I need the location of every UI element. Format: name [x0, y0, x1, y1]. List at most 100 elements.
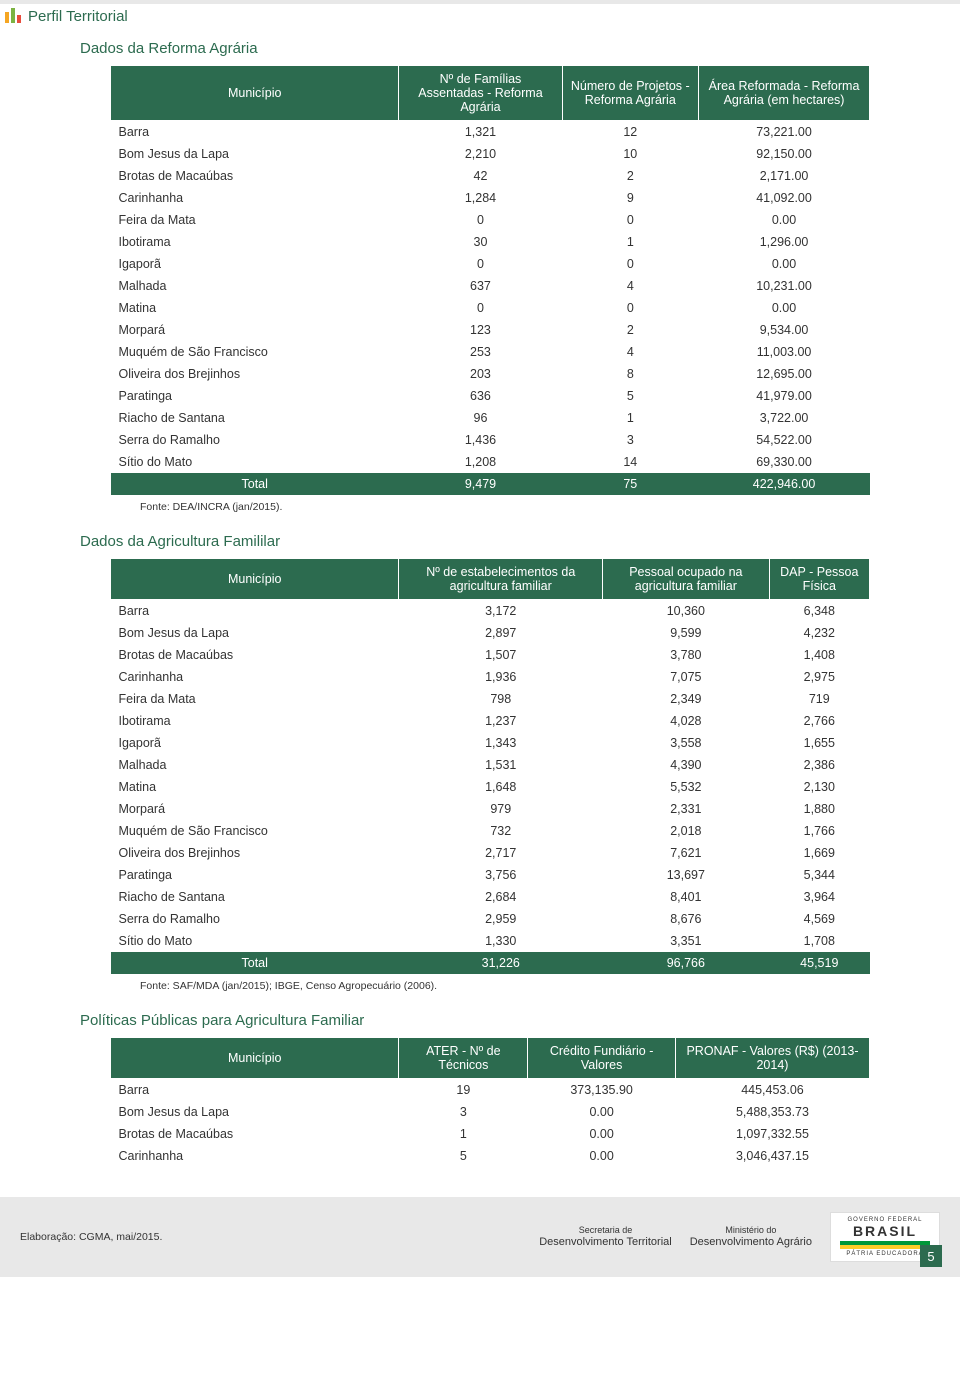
cell-value: 10,360: [603, 600, 770, 623]
table-row: Muquém de São Francisco253411,003.00: [111, 341, 870, 363]
cell-value: 4: [562, 341, 699, 363]
cell-value: 1,531: [399, 754, 603, 776]
total-value: 45,519: [769, 952, 869, 974]
cell-label: Riacho de Santana: [111, 886, 399, 908]
cell-value: 0: [399, 253, 562, 275]
table-row: Brotas de Macaúbas10.001,097,332.55: [111, 1123, 870, 1145]
cell-value: 8,401: [603, 886, 770, 908]
table-row: Oliveira dos Brejinhos2,7177,6211,669: [111, 842, 870, 864]
cell-label: Malhada: [111, 754, 399, 776]
cell-value: 3: [562, 429, 699, 451]
cell-label: Ibotirama: [111, 231, 399, 253]
page-number: 5: [920, 1245, 942, 1267]
logo-line: Desenvolvimento Territorial: [539, 1236, 671, 1248]
brasil-bar-icon: [840, 1241, 930, 1249]
table-row: Serra do Ramalho1,436354,522.00: [111, 429, 870, 451]
cell-value: 13,697: [603, 864, 770, 886]
bars-icon: [4, 6, 22, 27]
logo-line: Ministério do: [690, 1226, 812, 1236]
table-row: Morpará12329,534.00: [111, 319, 870, 341]
cell-value: 1,436: [399, 429, 562, 451]
cell-value: 1,880: [769, 798, 869, 820]
table-row: Feira da Mata7982,349719: [111, 688, 870, 710]
cell-value: 1,097,332.55: [675, 1123, 869, 1145]
table-header-row: Município Nº de estabelecimentos da agri…: [111, 559, 870, 600]
cell-value: 1,408: [769, 644, 869, 666]
cell-value: 1,766: [769, 820, 869, 842]
cell-value: 11,003.00: [699, 341, 870, 363]
cell-value: 41,979.00: [699, 385, 870, 407]
cell-value: 2,210: [399, 143, 562, 165]
cell-value: 5,532: [603, 776, 770, 798]
cell-label: Bom Jesus da Lapa: [111, 143, 399, 165]
cell-value: 2,018: [603, 820, 770, 842]
cell-value: 0.00: [528, 1123, 676, 1145]
cell-value: 7,075: [603, 666, 770, 688]
table-row: Igaporã1,3433,5581,655: [111, 732, 870, 754]
cell-value: 5: [562, 385, 699, 407]
cell-label: Morpará: [111, 798, 399, 820]
cell-value: 3,780: [603, 644, 770, 666]
cell-value: 3,756: [399, 864, 603, 886]
table-familiar: Município Nº de estabelecimentos da agri…: [110, 558, 870, 974]
cell-value: 0.00: [528, 1101, 676, 1123]
cell-value: 1,296.00: [699, 231, 870, 253]
cell-value: 2,959: [399, 908, 603, 930]
table-row: Bom Jesus da Lapa30.005,488,353.73: [111, 1101, 870, 1123]
table-row: Igaporã000.00: [111, 253, 870, 275]
cell-value: 19: [399, 1079, 528, 1102]
cell-value: 3,964: [769, 886, 869, 908]
table-row: Carinhanha1,284941,092.00: [111, 187, 870, 209]
cell-label: Feira da Mata: [111, 209, 399, 231]
table-politicas: Município ATER - Nº de Técnicos Crédito …: [110, 1037, 870, 1167]
col-municipio: Município: [111, 1038, 399, 1079]
table-row: Oliveira dos Brejinhos203812,695.00: [111, 363, 870, 385]
cell-value: 69,330.00: [699, 451, 870, 473]
total-value: 9,479: [399, 473, 562, 495]
cell-value: 2,684: [399, 886, 603, 908]
cell-value: 203: [399, 363, 562, 385]
footer-elaboration: Elaboração: CGMA, mai/2015.: [20, 1231, 539, 1243]
table-row: Brotas de Macaúbas4222,171.00: [111, 165, 870, 187]
cell-label: Barra: [111, 121, 399, 144]
cell-value: 3,351: [603, 930, 770, 952]
cell-label: Malhada: [111, 275, 399, 297]
table-row: Barra3,17210,3606,348: [111, 600, 870, 623]
cell-value: 1,648: [399, 776, 603, 798]
cell-value: 123: [399, 319, 562, 341]
table-row: Morpará9792,3311,880: [111, 798, 870, 820]
cell-value: 1,507: [399, 644, 603, 666]
table-row: Bom Jesus da Lapa2,2101092,150.00: [111, 143, 870, 165]
cell-value: 0.00: [699, 209, 870, 231]
cell-value: 0.00: [528, 1145, 676, 1167]
cell-label: Morpará: [111, 319, 399, 341]
cell-value: 979: [399, 798, 603, 820]
logo-line: Secretaria de: [539, 1226, 671, 1236]
cell-value: 2,349: [603, 688, 770, 710]
cell-value: 10,231.00: [699, 275, 870, 297]
cell-value: 30: [399, 231, 562, 253]
cell-label: Serra do Ramalho: [111, 429, 399, 451]
cell-value: 0.00: [699, 297, 870, 319]
section-title-familiar: Dados da Agricultura Famililar: [80, 533, 900, 550]
section-title-politicas: Políticas Públicas para Agricultura Fami…: [80, 1012, 900, 1029]
col-municipio: Município: [111, 66, 399, 121]
cell-label: Ibotirama: [111, 710, 399, 732]
cell-value: 54,522.00: [699, 429, 870, 451]
cell-value: 1,237: [399, 710, 603, 732]
cell-label: Oliveira dos Brejinhos: [111, 363, 399, 385]
cell-value: 1,655: [769, 732, 869, 754]
cell-label: Muquém de São Francisco: [111, 341, 399, 363]
cell-value: 73,221.00: [699, 121, 870, 144]
cell-value: 0: [399, 297, 562, 319]
cell-value: 3,558: [603, 732, 770, 754]
cell-label: Carinhanha: [111, 187, 399, 209]
cell-value: 3,722.00: [699, 407, 870, 429]
source-familiar: Fonte: SAF/MDA (jan/2015); IBGE, Censo A…: [140, 980, 900, 992]
table-row: Bom Jesus da Lapa2,8979,5994,232: [111, 622, 870, 644]
page-footer: Elaboração: CGMA, mai/2015. Secretaria d…: [0, 1197, 960, 1277]
cell-value: 0: [562, 253, 699, 275]
cell-value: 5,488,353.73: [675, 1101, 869, 1123]
col-area: Área Reformada - Reforma Agrária (em hec…: [699, 66, 870, 121]
cell-value: 2,975: [769, 666, 869, 688]
